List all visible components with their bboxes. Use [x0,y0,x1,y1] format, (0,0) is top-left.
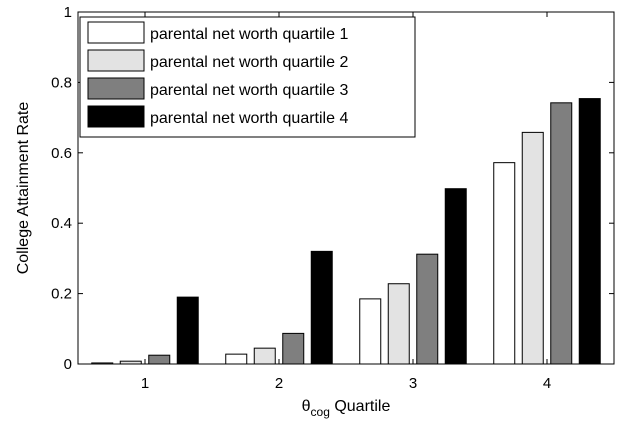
bar-cat4-series3 [550,102,573,365]
y-axis-label: College Attainment Rate [15,102,32,275]
legend: parental net worth quartile 1 parental ne… [79,16,416,138]
bar-cat2-series2 [253,347,276,365]
x-tick-label: 4 [543,375,551,392]
bar-cat2-series3 [282,332,305,365]
legend-swatch-series4 [87,105,145,128]
x-tick-label: 1 [141,375,149,392]
y-tick-label: 0.8 [51,74,72,91]
legend-swatch-series1 [87,21,145,44]
bar-cat4-series2 [521,131,544,365]
x-axis-label-suffix: Quartile [330,398,391,415]
bar-cat2-series4 [310,250,333,365]
x-axis-label: θcog Quartile [302,398,391,419]
x-axis-label-subscript: cog [311,405,330,419]
x-axis-ticks: 1 2 3 4 [141,12,551,392]
y-tick-label: 0.4 [51,215,72,232]
y-tick-label: 1 [64,4,72,21]
bars-layer [91,98,601,365]
legend-label-series1: parental net worth quartile 1 [150,26,348,43]
y-tick-label: 0.6 [51,145,72,162]
plot-frame [77,11,615,365]
x-axis-label-theta: θ [302,398,311,415]
x-tick-label: 3 [409,375,417,392]
legend-label-series3: parental net worth quartile 3 [150,82,348,99]
legend-swatch-series2 [87,49,145,72]
legend-label-series4: parental net worth quartile 4 [150,110,348,127]
bar-cat3-series3 [416,253,439,365]
bar-cat3-series2 [387,283,410,365]
bar-cat3-series1 [359,298,382,365]
bar-cat4-series1 [493,162,516,365]
bar-cat3-series4 [444,188,467,365]
bar-cat2-series1 [225,353,248,365]
y-axis-ticks: 0 0.2 0.4 0.6 0.8 1 [51,4,614,373]
bar-cat1-series3 [148,354,171,365]
legend-label-series2: parental net worth quartile 2 [150,54,348,71]
y-tick-label: 0 [64,356,72,373]
y-tick-label: 0.2 [51,286,72,303]
bar-cat1-series4 [176,296,199,365]
bar-cat4-series4 [578,98,601,365]
x-tick-label: 2 [275,375,283,392]
legend-swatch-series3 [87,77,145,100]
